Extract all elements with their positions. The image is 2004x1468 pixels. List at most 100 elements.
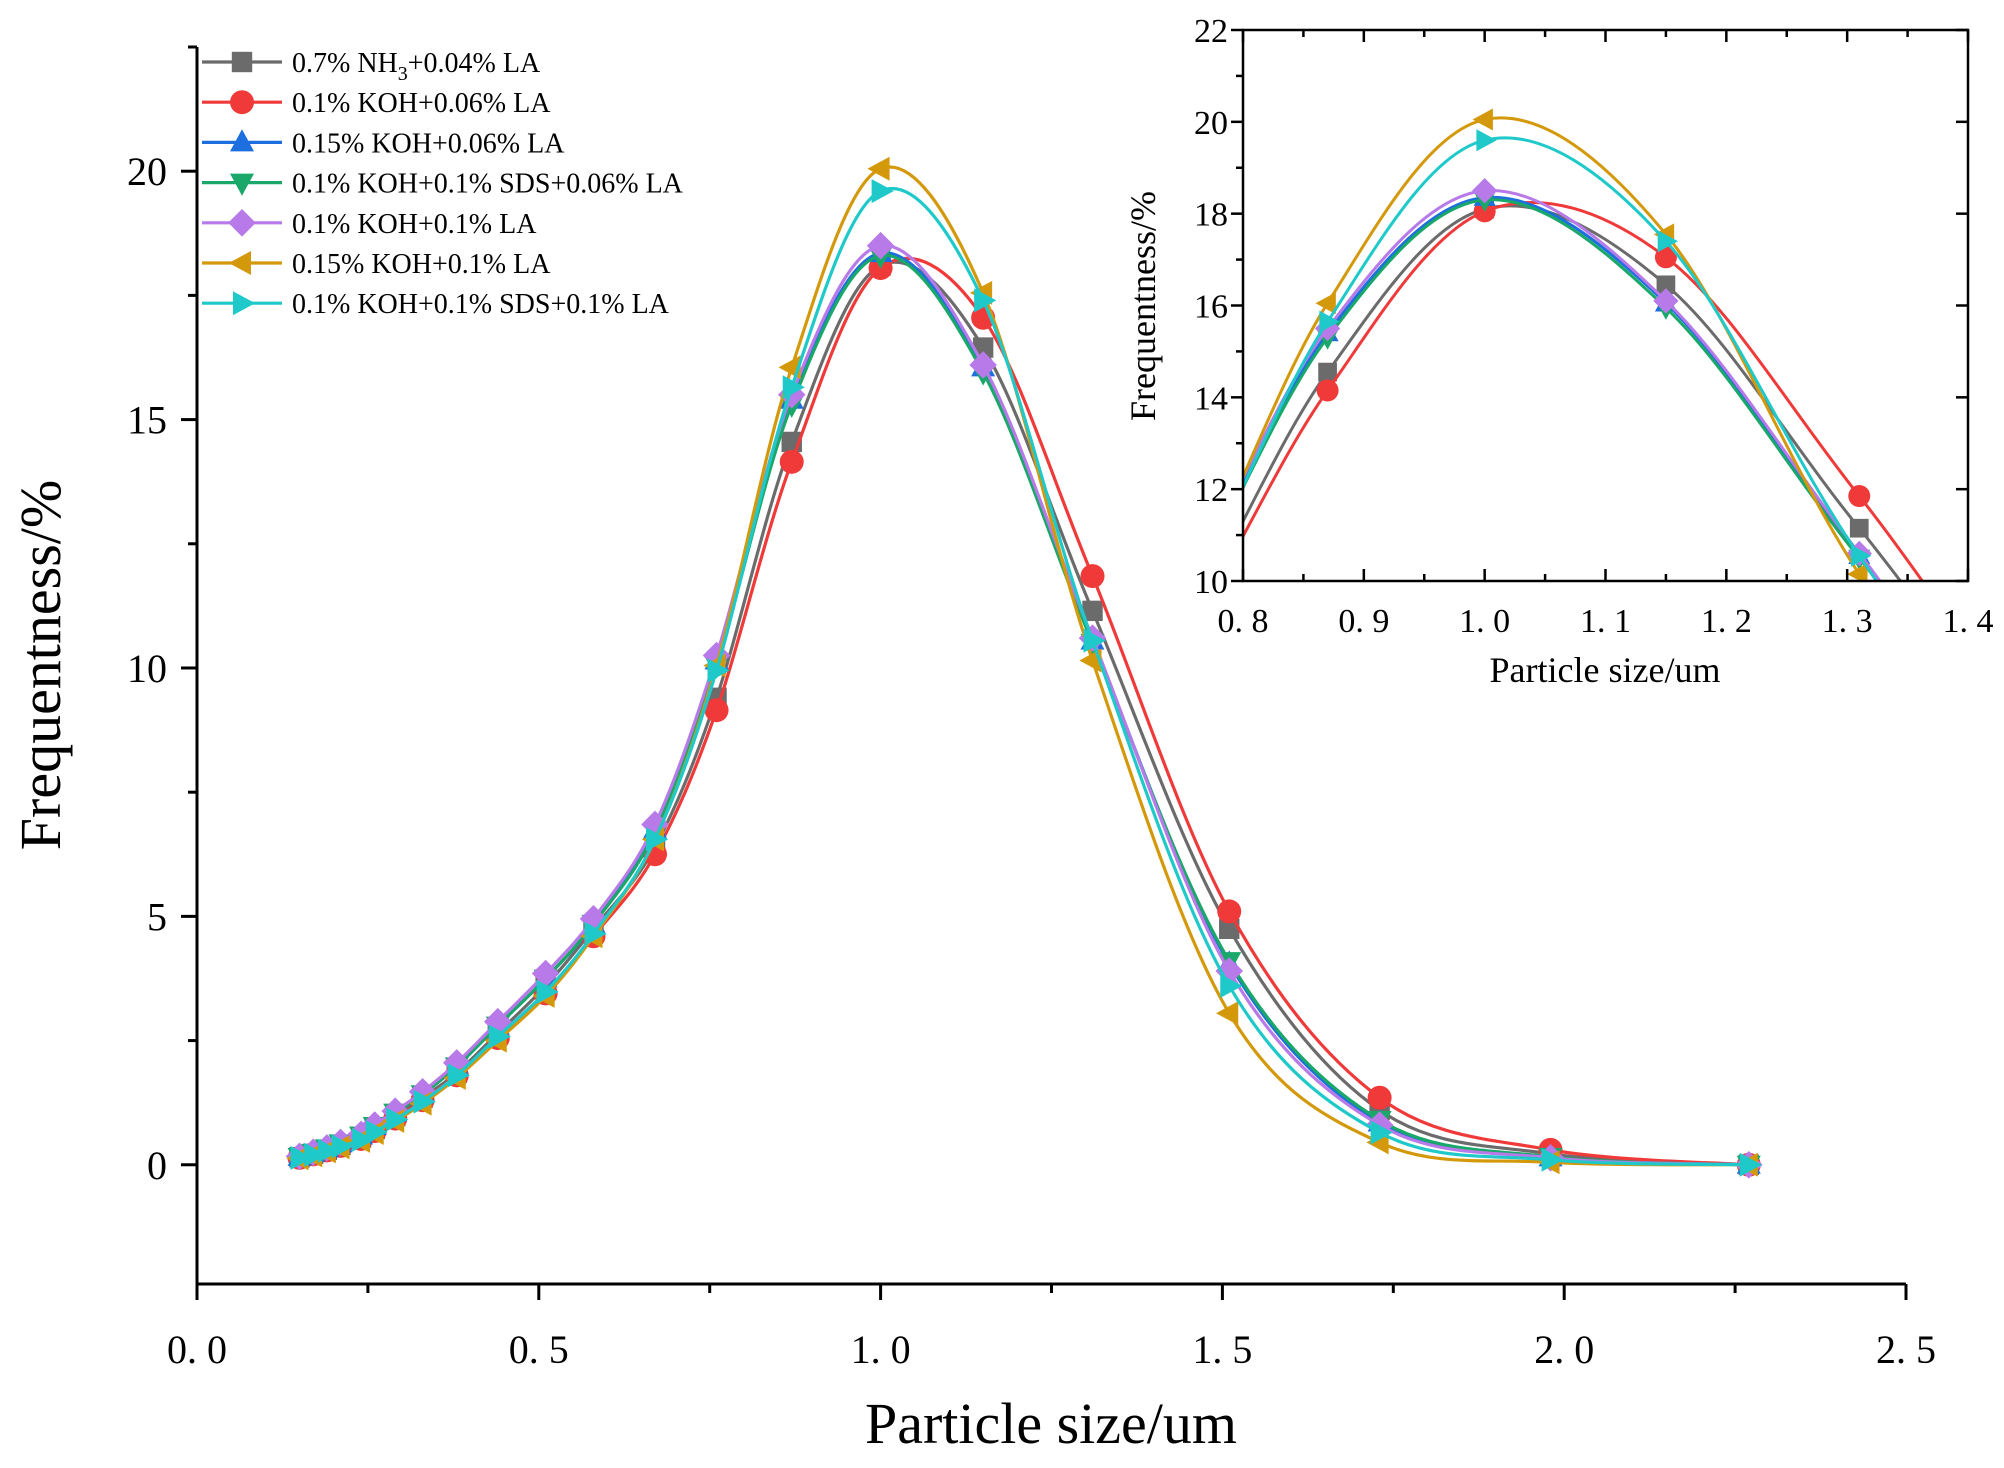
main-y-tick-label: 0 (147, 1143, 167, 1188)
legend-label: 0.1% KOH+0.1% SDS+0.1% LA (292, 289, 670, 320)
main-y-axis-title: Frequentness/% (8, 480, 73, 851)
main-data-point (317, 1138, 341, 1163)
inset-data-point (1185, 599, 1204, 618)
legend-entry-1: 0.7% NH3+0.04% LA (202, 48, 541, 85)
legend-marker (230, 173, 254, 196)
inset-y-tick-label: 10 (1194, 564, 1228, 601)
main-ticks (181, 45, 1908, 1300)
main-data-point (646, 827, 669, 852)
main-data-point (1080, 564, 1105, 589)
inset-x-tick-label: 1. 1 (1580, 603, 1631, 640)
main-series-group (285, 156, 1763, 1179)
inset-x-tick-label: 0. 9 (1338, 603, 1389, 640)
inset-x-tick-label: 1. 3 (1822, 603, 1873, 640)
inset-y-tick-label: 14 (1194, 380, 1228, 417)
main-data-point (290, 1145, 313, 1170)
main-data-point (1739, 1152, 1762, 1177)
inset-data-point (1472, 178, 1498, 204)
main-data-point (1217, 899, 1242, 924)
main-data-point (488, 1024, 511, 1049)
main-y-tick-label: 15 (127, 398, 167, 443)
legend-marker (231, 51, 253, 73)
legend-label: 0.7% NH3+0.04% LA (292, 48, 541, 85)
legend-marker (230, 90, 254, 115)
legend-marker (230, 129, 254, 152)
inset-data-point (1653, 288, 1679, 314)
inset-data-point (1657, 230, 1679, 253)
main-data-point (1370, 1120, 1393, 1145)
main-data-point (974, 288, 997, 313)
inset-data-point (1654, 246, 1677, 269)
main-data-point (871, 179, 894, 204)
legend-entry-3: 0.15% KOH+0.06% LA (202, 128, 565, 159)
legend-entry-2: 0.1% KOH+0.06% LA (202, 88, 551, 119)
main-x-tick-label: 2. 5 (1876, 1327, 1936, 1372)
inset-data-point (1315, 292, 1336, 315)
legend-label: 0.15% KOH+0.06% LA (292, 128, 565, 159)
main-data-point (782, 375, 805, 400)
inset-data-point (1847, 563, 1868, 581)
main-data-point (536, 979, 559, 1004)
main-data-point (641, 810, 669, 839)
legend-label: 0.1% KOH+0.1% SDS+0.06% LA (292, 169, 684, 200)
main-data-point (531, 959, 560, 988)
legend-entry-4: 0.1% KOH+0.1% SDS+0.06% LA (202, 169, 684, 200)
main-data-point (413, 1089, 436, 1114)
main-y-tick-label: 10 (127, 646, 167, 691)
inset-data-point (1319, 310, 1340, 333)
inset-x-tick-label: 0. 8 (1218, 603, 1269, 640)
main-data-point (779, 449, 804, 474)
inset-data-point (1472, 108, 1493, 131)
main-data-point (584, 921, 607, 946)
main-data-point (579, 905, 608, 933)
main-x-tick-label: 2. 0 (1534, 1327, 1594, 1372)
inset-y-tick-label: 12 (1194, 472, 1228, 509)
main-data-point (1216, 1001, 1239, 1026)
inset-x-tick-label: 1. 4 (1943, 603, 1994, 640)
inset-background (1243, 30, 1968, 581)
inset-series-7 (1243, 129, 1879, 581)
inset-tick-labels: 0. 8 0. 9 1. 0 1. 1 1. 2 1. 3 1. 4 10 12 14 16 18 20… (1194, 13, 1994, 640)
legend-label: 0.15% KOH+0.1% LA (292, 249, 551, 280)
inset-x-tick-label: 1. 2 (1701, 603, 1752, 640)
inset-ticks (1231, 28, 1970, 583)
legend-entry-6: 0.15% KOH+0.1% LA (202, 249, 551, 280)
main-x-axis-title: Particle size/um (865, 1391, 1237, 1456)
main-data-point (1220, 973, 1243, 998)
legend-marker (228, 209, 256, 237)
inset-data-point (1476, 129, 1497, 152)
main-y-tick-label: 5 (147, 894, 167, 939)
inset-y-tick-label: 16 (1194, 289, 1228, 326)
inset-data-point (1848, 485, 1871, 508)
main-data-point (1082, 600, 1103, 622)
legend-entry-5: 0.1% KOH+0.1% LA (202, 209, 537, 240)
main-data-point (1541, 1147, 1564, 1172)
main-data-point (352, 1127, 375, 1152)
main-x-tick-label: 0. 0 (167, 1327, 227, 1372)
inset-data-point (1849, 518, 1869, 538)
main-x-tick-label: 1. 0 (851, 1327, 911, 1372)
main-data-point (365, 1119, 388, 1144)
main-data-point (1367, 1085, 1392, 1110)
main-x-tick-label: 1. 5 (1192, 1327, 1252, 1372)
inset-plot: 0. 8 0. 9 1. 0 1. 1 1. 2 1. 3 1. 4 10 12 14 16 18 20… (1123, 13, 1994, 690)
main-x-tick-label: 0. 5 (509, 1327, 569, 1372)
legend-entry-7: 0.1% KOH+0.1% SDS+0.1% LA (202, 289, 670, 320)
inset-y-tick-label: 22 (1194, 13, 1228, 50)
main-data-point (867, 156, 890, 181)
legend-marker (228, 251, 251, 275)
main-data-point (331, 1134, 354, 1159)
main-data-point (447, 1063, 470, 1088)
main-data-point (704, 698, 729, 723)
main-y-tick-label: 20 (127, 149, 167, 194)
main-data-point (866, 231, 895, 260)
inset-y-axis-title: Frequentness/% (1123, 191, 1163, 421)
main-data-point (1083, 628, 1106, 653)
main-data-point (707, 658, 730, 683)
inset-data-point (1656, 275, 1676, 295)
main-data-point (386, 1107, 409, 1132)
main-data-point (304, 1142, 327, 1167)
legend-marker (233, 291, 256, 316)
